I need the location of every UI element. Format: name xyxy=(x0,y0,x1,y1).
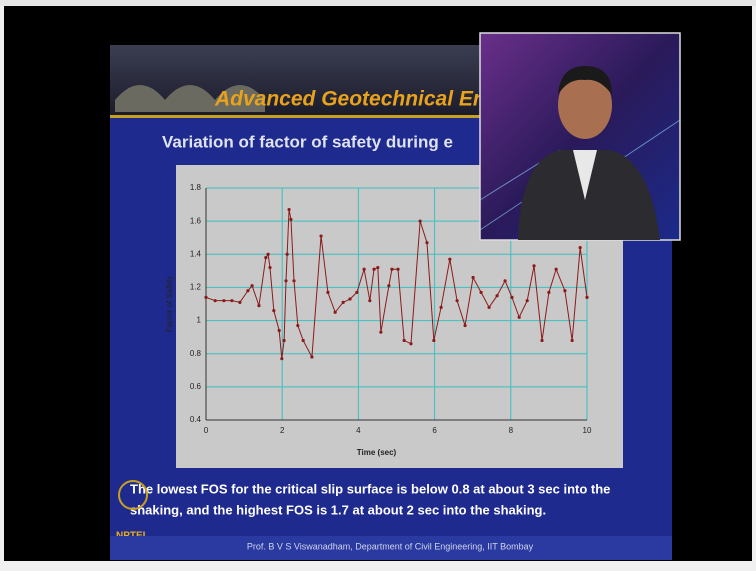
x-tick-label: 6 xyxy=(432,426,437,435)
data-point xyxy=(292,279,295,282)
data-point xyxy=(526,299,529,302)
data-point xyxy=(448,258,451,261)
caption-line: The lowest FOS for the critical slip sur… xyxy=(130,481,610,496)
y-tick-label: 0.8 xyxy=(190,349,202,358)
data-point xyxy=(495,294,498,297)
data-point xyxy=(268,266,271,269)
y-tick-label: 1.2 xyxy=(190,283,202,292)
data-point xyxy=(310,355,313,358)
data-point xyxy=(278,329,281,332)
data-point xyxy=(272,309,275,312)
data-point xyxy=(419,220,422,223)
y-tick-label: 0.6 xyxy=(190,382,202,391)
data-point xyxy=(390,268,393,271)
data-point xyxy=(585,296,588,299)
data-point xyxy=(230,299,233,302)
data-point xyxy=(487,306,490,309)
data-point xyxy=(334,311,337,314)
data-point xyxy=(348,297,351,300)
x-tick-label: 4 xyxy=(356,426,361,435)
top-bar xyxy=(0,0,756,6)
data-point xyxy=(296,324,299,327)
data-point xyxy=(319,234,322,237)
data-point xyxy=(302,339,305,342)
data-point xyxy=(222,299,225,302)
data-point xyxy=(571,339,574,342)
camera-inset xyxy=(480,33,680,240)
data-point xyxy=(532,264,535,267)
data-point xyxy=(280,357,283,360)
data-point xyxy=(251,284,254,287)
data-point xyxy=(555,268,558,271)
caption-line: shaking, and the highest FOS is 1.7 at a… xyxy=(130,502,546,517)
footer: Prof. B V S Viswanadham, Department of C… xyxy=(247,541,534,551)
x-tick-label: 2 xyxy=(280,426,285,435)
data-point xyxy=(376,266,379,269)
data-point xyxy=(439,306,442,309)
data-point xyxy=(425,241,428,244)
data-point xyxy=(214,299,217,302)
y-tick-label: 1 xyxy=(197,316,202,325)
slide-header-title: Advanced Geotechnical Eng xyxy=(214,88,499,111)
data-point xyxy=(503,279,506,282)
data-point xyxy=(563,289,566,292)
data-point xyxy=(455,299,458,302)
data-point xyxy=(289,218,292,221)
data-point xyxy=(432,339,435,342)
data-point xyxy=(372,268,375,271)
data-point xyxy=(287,208,290,211)
data-point xyxy=(540,339,543,342)
y-tick-label: 0.4 xyxy=(190,415,202,424)
data-point xyxy=(267,253,270,256)
y-tick-label: 1.8 xyxy=(190,183,202,192)
data-point xyxy=(355,291,358,294)
data-point xyxy=(409,342,412,345)
y-tick-label: 1.4 xyxy=(190,249,202,258)
data-point xyxy=(284,279,287,282)
data-point xyxy=(403,339,406,342)
data-point xyxy=(264,256,267,259)
page: {"slide": { "header": "Advanced Geotechn… xyxy=(0,0,756,571)
data-point xyxy=(479,291,482,294)
data-point xyxy=(238,301,241,304)
data-point xyxy=(396,268,399,271)
data-point xyxy=(547,291,550,294)
x-tick-label: 0 xyxy=(204,426,209,435)
data-point xyxy=(518,316,521,319)
data-point xyxy=(368,299,371,302)
data-point xyxy=(363,268,366,271)
x-tick-label: 10 xyxy=(583,426,592,435)
data-point xyxy=(471,276,474,279)
y-tick-label: 1.6 xyxy=(190,216,202,225)
data-point xyxy=(286,253,289,256)
data-point xyxy=(283,339,286,342)
y-axis-label: Factor of Safety xyxy=(165,276,174,332)
data-point xyxy=(342,301,345,304)
screen: Advanced Geotechnical Eng Variation of f… xyxy=(0,0,756,571)
x-axis-label: Time (sec) xyxy=(357,448,397,457)
data-point xyxy=(257,304,260,307)
data-point xyxy=(510,296,513,299)
data-point xyxy=(579,246,582,249)
slide-subtitle: Variation of factor of safety during e xyxy=(162,132,453,151)
data-point xyxy=(246,289,249,292)
x-tick-label: 8 xyxy=(509,426,514,435)
data-point xyxy=(463,324,466,327)
data-point xyxy=(387,284,390,287)
data-point xyxy=(204,296,207,299)
data-point xyxy=(326,291,329,294)
data-point xyxy=(379,331,382,334)
